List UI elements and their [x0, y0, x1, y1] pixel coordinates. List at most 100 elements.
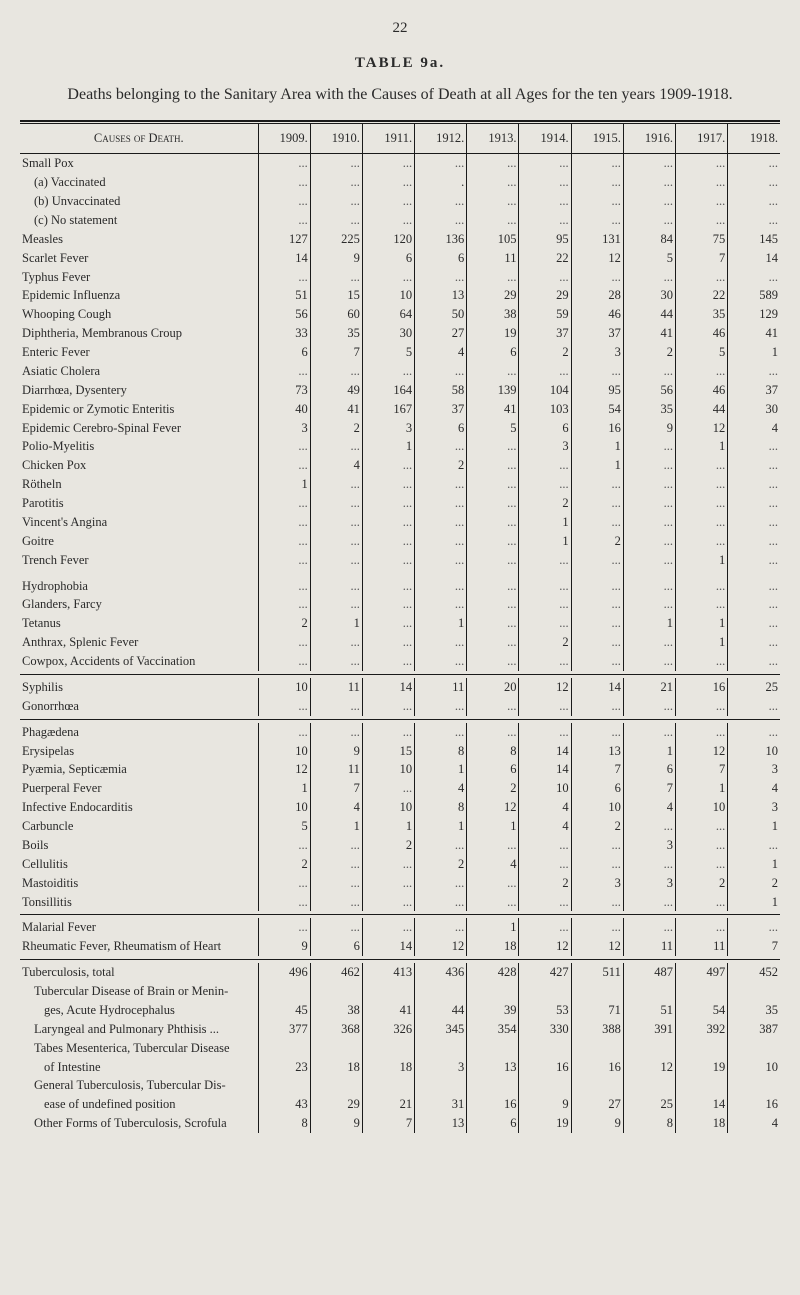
cell-value: 7 — [310, 343, 362, 362]
cell-value: 8 — [258, 1114, 310, 1133]
cell-value: 10 — [571, 798, 623, 817]
cell-value: 2 — [519, 494, 571, 513]
table-row: Vincent's Angina...............1........… — [20, 513, 780, 532]
cell-value: ... — [676, 494, 728, 513]
cell-value: ... — [310, 268, 362, 287]
cell-value: 40 — [258, 400, 310, 419]
cause-label: Infective Endocarditis — [20, 798, 258, 817]
cell-value: 462 — [310, 963, 362, 982]
cell-value: 10 — [258, 678, 310, 697]
cell-value: ... — [415, 633, 467, 652]
cell-value: ... — [467, 173, 519, 192]
cell-value: ... — [415, 570, 467, 596]
cell-value: 11 — [676, 937, 728, 956]
cell-value: 56 — [258, 305, 310, 324]
cell-value: 1 — [519, 532, 571, 551]
cell-value: 3 — [728, 760, 780, 779]
cell-value: ... — [258, 633, 310, 652]
cell-value: 5 — [676, 343, 728, 362]
cell-value: ... — [467, 874, 519, 893]
cell-value: ... — [310, 595, 362, 614]
cell-value: ... — [519, 595, 571, 614]
cell-value: 11 — [310, 760, 362, 779]
cell-value: ... — [362, 570, 414, 596]
cell-value: 19 — [676, 1058, 728, 1077]
cause-label: Epidemic Cerebro-Spinal Fever — [20, 419, 258, 438]
cell-value: 12 — [519, 937, 571, 956]
col-year: 1915. — [571, 124, 623, 153]
cell-value: ... — [310, 362, 362, 381]
cell-value: 2 — [415, 855, 467, 874]
col-cause: Causes of Death. — [20, 124, 258, 153]
cell-value: ... — [415, 551, 467, 570]
cell-value: 452 — [728, 963, 780, 982]
cell-value: 354 — [467, 1020, 519, 1039]
cell-value: 3 — [415, 1058, 467, 1077]
cell-value: ... — [728, 570, 780, 596]
cell-value: 6 — [362, 249, 414, 268]
cell-value: ... — [519, 918, 571, 937]
table-row: Hydrophobia.............................… — [20, 570, 780, 596]
cell-value: 3 — [258, 419, 310, 438]
cell-value: 64 — [362, 305, 414, 324]
cause-label: (a) Vaccinated — [20, 173, 258, 192]
cell-value: ... — [676, 723, 728, 742]
table-row: Boils......2............3...... — [20, 836, 780, 855]
cell-value: ... — [571, 154, 623, 173]
table-row: Epidemic Cerebro-Spinal Fever32365616912… — [20, 419, 780, 438]
cell-value: ... — [467, 362, 519, 381]
cell-value: 37 — [519, 324, 571, 343]
cell-value: 6 — [467, 1114, 519, 1133]
cell-value: 38 — [467, 305, 519, 324]
cell-value: ... — [571, 513, 623, 532]
col-year: 1917. — [676, 124, 728, 153]
cell-value: ... — [310, 723, 362, 742]
cell-value: ... — [362, 893, 414, 912]
table-row: of Intestine2318183131616121910 — [20, 1058, 780, 1077]
cell-value: 35 — [623, 400, 675, 419]
cell-value: 167 — [362, 400, 414, 419]
cell-value: . — [415, 173, 467, 192]
cell-value: 1 — [623, 742, 675, 761]
cell-value: ... — [676, 697, 728, 716]
cell-value: 589 — [728, 286, 780, 305]
cause-label: Boils — [20, 836, 258, 855]
cell-value: ... — [362, 652, 414, 671]
cell-value: 33 — [258, 324, 310, 343]
cause-label: Gonorrhœa — [20, 697, 258, 716]
cell-value — [310, 1076, 362, 1095]
cell-value: ... — [571, 652, 623, 671]
cell-value: 136 — [415, 230, 467, 249]
cell-value: 84 — [623, 230, 675, 249]
cause-label: Epidemic or Zymotic Enteritis — [20, 400, 258, 419]
cell-value: 14 — [362, 678, 414, 697]
cell-value: ... — [676, 154, 728, 173]
cause-label: Cowpox, Accidents of Vaccination — [20, 652, 258, 671]
cell-value: 41 — [728, 324, 780, 343]
table-row: Malarial Fever............1.............… — [20, 918, 780, 937]
cell-value: ... — [623, 723, 675, 742]
cell-value: ... — [676, 918, 728, 937]
cell-value: 1 — [676, 437, 728, 456]
cell-value: 50 — [415, 305, 467, 324]
cell-value: ... — [310, 836, 362, 855]
cell-value: ... — [728, 154, 780, 173]
cell-value: 7 — [310, 779, 362, 798]
cell-value: ... — [571, 723, 623, 742]
cell-value: 12 — [467, 798, 519, 817]
cause-label: Rheumatic Fever, Rheumatism of Heart — [20, 937, 258, 956]
cell-value: 127 — [258, 230, 310, 249]
cell-value: ... — [258, 918, 310, 937]
cell-value: 27 — [415, 324, 467, 343]
cause-label: Epidemic Influenza — [20, 286, 258, 305]
cell-value: ... — [623, 494, 675, 513]
cell-value: 131 — [571, 230, 623, 249]
cell-value: 10 — [362, 798, 414, 817]
col-year: 1909. — [258, 124, 310, 153]
cell-value: 2 — [728, 874, 780, 893]
cell-value: 3 — [571, 874, 623, 893]
cell-value: ... — [676, 268, 728, 287]
cell-value: ... — [415, 475, 467, 494]
cell-value: ... — [258, 697, 310, 716]
cause-label: Whooping Cough — [20, 305, 258, 324]
